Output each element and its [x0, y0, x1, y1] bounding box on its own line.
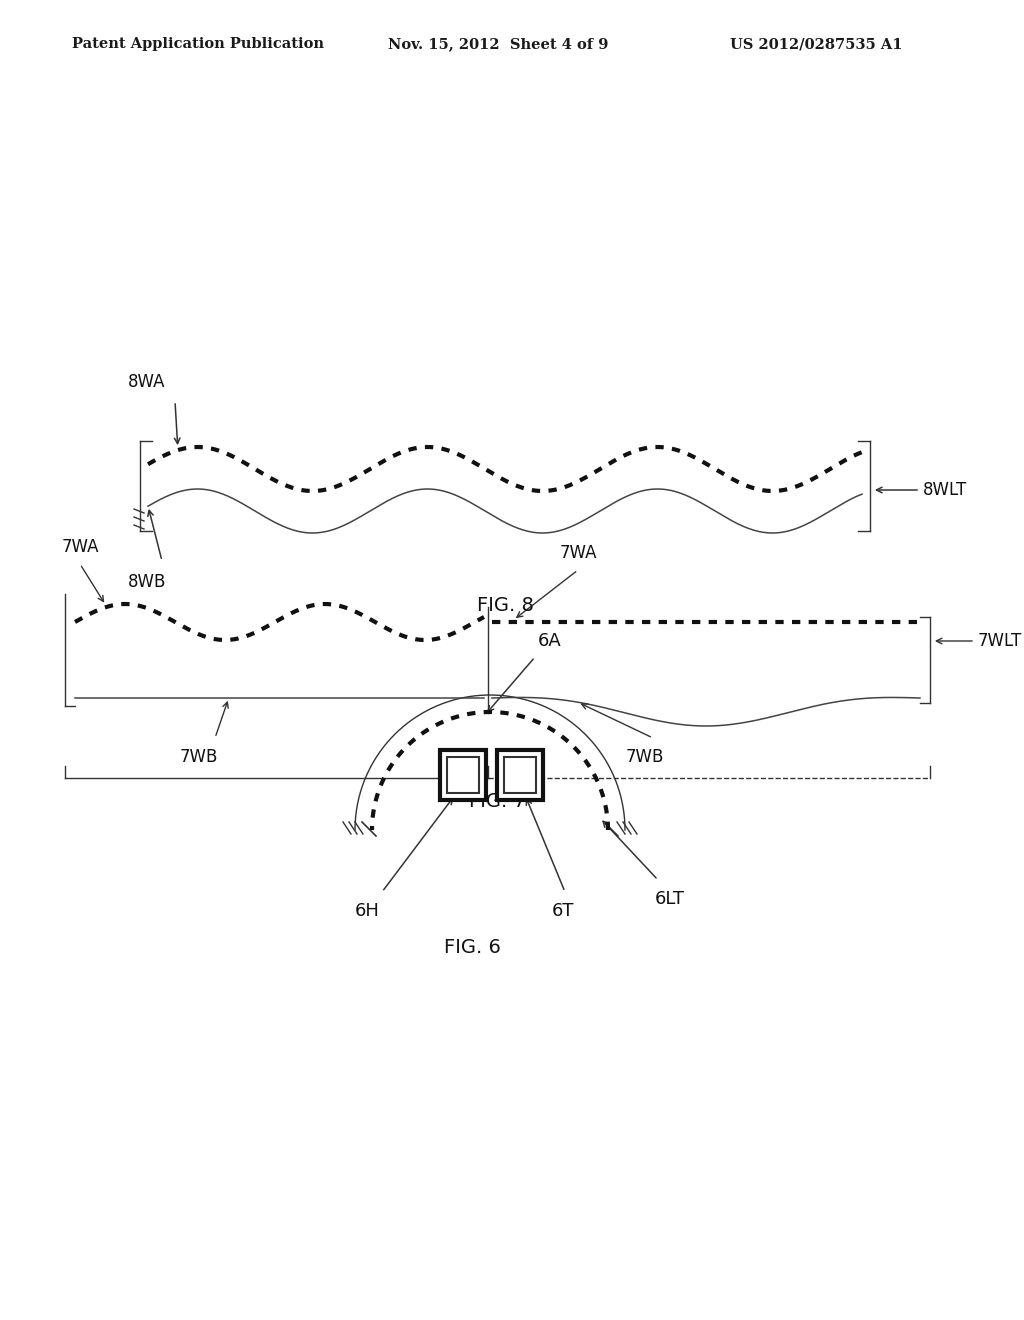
Text: 8WA: 8WA: [128, 374, 166, 391]
Text: 6H: 6H: [355, 902, 380, 920]
Bar: [497, 750, 543, 800]
Bar: [440, 750, 486, 800]
Text: Nov. 15, 2012  Sheet 4 of 9: Nov. 15, 2012 Sheet 4 of 9: [388, 37, 608, 51]
Text: 6T: 6T: [552, 902, 574, 920]
Text: US 2012/0287535 A1: US 2012/0287535 A1: [730, 37, 902, 51]
Text: 6A: 6A: [538, 632, 562, 649]
Text: 7WB: 7WB: [180, 748, 218, 766]
Text: 8WLT: 8WLT: [923, 480, 968, 499]
Text: FIG. 8: FIG. 8: [476, 597, 534, 615]
Bar: [504, 756, 536, 793]
Text: 7WA: 7WA: [560, 544, 597, 562]
Text: 7WB: 7WB: [626, 748, 665, 766]
Text: FIG. 7: FIG. 7: [469, 792, 526, 810]
Text: 6LT: 6LT: [655, 890, 685, 908]
Text: Patent Application Publication: Patent Application Publication: [72, 37, 324, 51]
Bar: [447, 756, 479, 793]
Text: 7WA: 7WA: [62, 539, 99, 556]
Text: FIG. 6: FIG. 6: [443, 939, 501, 957]
Text: 7WLT: 7WLT: [978, 632, 1022, 649]
Text: 8WB: 8WB: [128, 573, 166, 591]
